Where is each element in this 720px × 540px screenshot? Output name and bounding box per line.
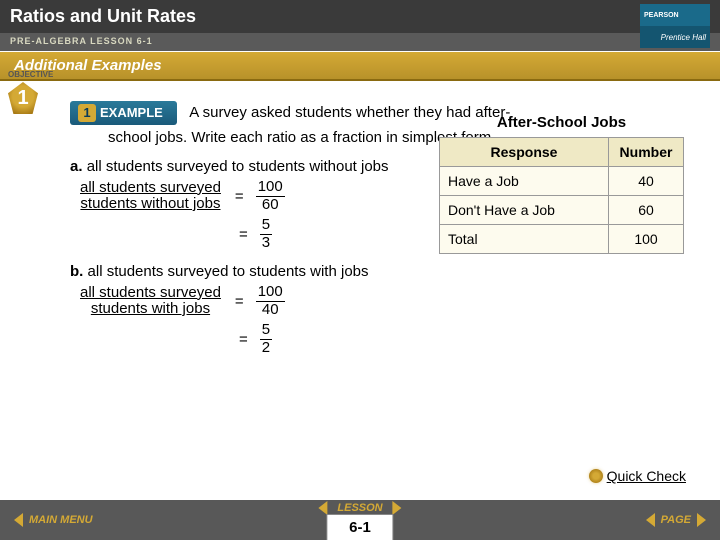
logo-imprint: Prentice Hall <box>640 26 710 48</box>
main-menu-button[interactable]: MAIN MENU <box>0 513 107 527</box>
next-page-icon[interactable] <box>697 513 706 527</box>
frac-a3: 5 3 <box>260 217 272 251</box>
th-number: Number <box>609 138 684 167</box>
example-badge: 1 EXAMPLE <box>70 101 177 125</box>
table-header-row: Response Number <box>440 138 684 167</box>
example-number: 1 <box>78 104 96 122</box>
part-b-equation-1: all students surveyed students with jobs… <box>78 284 690 318</box>
table-title: After-School Jobs <box>439 114 684 131</box>
quick-check-link[interactable]: Quick Check <box>589 468 686 484</box>
table-row: Total100 <box>440 225 684 254</box>
part-b-desc: all students surveyed to students with j… <box>88 263 369 280</box>
equals-a2: = <box>235 226 252 243</box>
arrow-left-icon <box>14 513 23 527</box>
frac-a2: 100 60 <box>256 179 285 213</box>
publisher-logo: PEARSON Prentice Hall <box>640 4 710 48</box>
table-row: Don't Have a Job60 <box>440 196 684 225</box>
main-menu-label: MAIN MENU <box>29 514 93 526</box>
equals-b2: = <box>235 331 252 348</box>
objective-label: OBJECTIVE <box>8 70 53 79</box>
prev-page-icon[interactable] <box>646 513 655 527</box>
data-table-wrap: After-School Jobs Response Number Have a… <box>439 114 684 254</box>
page-title: Ratios and Unit Rates <box>10 6 196 26</box>
section-header: Additional Examples <box>0 51 720 81</box>
subtitle-bar: PRE-ALGEBRA LESSON 6-1 <box>0 33 720 51</box>
page-label: PAGE <box>661 514 691 526</box>
page-nav: PAGE <box>632 513 720 527</box>
quick-check-label: Quick Check <box>607 468 686 484</box>
frac-b2: 100 40 <box>256 284 285 318</box>
title-bar: Ratios and Unit Rates <box>0 0 720 33</box>
lesson-nav: LESSON 6-1 <box>318 501 401 540</box>
frac-a1: all students surveyed students without j… <box>78 180 223 213</box>
part-a-desc: all students surveyed to students withou… <box>87 158 389 175</box>
part-a-label: a. <box>70 158 83 175</box>
next-lesson-icon[interactable] <box>393 501 402 515</box>
th-response: Response <box>440 138 609 167</box>
equals-b1: = <box>231 293 248 310</box>
prev-lesson-icon[interactable] <box>318 501 327 515</box>
frac-b3: 5 2 <box>260 322 272 356</box>
example-badge-text: EXAMPLE <box>100 105 163 120</box>
data-table: Response Number Have a Job40 Don't Have … <box>439 137 684 254</box>
sparkle-icon <box>589 469 603 483</box>
frac-b1: all students surveyed students with jobs <box>78 285 223 318</box>
lesson-number: 6-1 <box>327 515 393 540</box>
part-b-equation-2: = 5 2 <box>235 322 690 356</box>
equals-a1: = <box>231 188 248 205</box>
part-b-label: b. <box>70 263 83 280</box>
part-b: b. all students surveyed to students wit… <box>70 263 690 280</box>
lesson-code: PRE-ALGEBRA LESSON 6-1 <box>10 36 153 46</box>
lesson-label: LESSON <box>337 502 382 514</box>
logo-brand: PEARSON <box>640 4 710 26</box>
table-row: Have a Job40 <box>440 167 684 196</box>
